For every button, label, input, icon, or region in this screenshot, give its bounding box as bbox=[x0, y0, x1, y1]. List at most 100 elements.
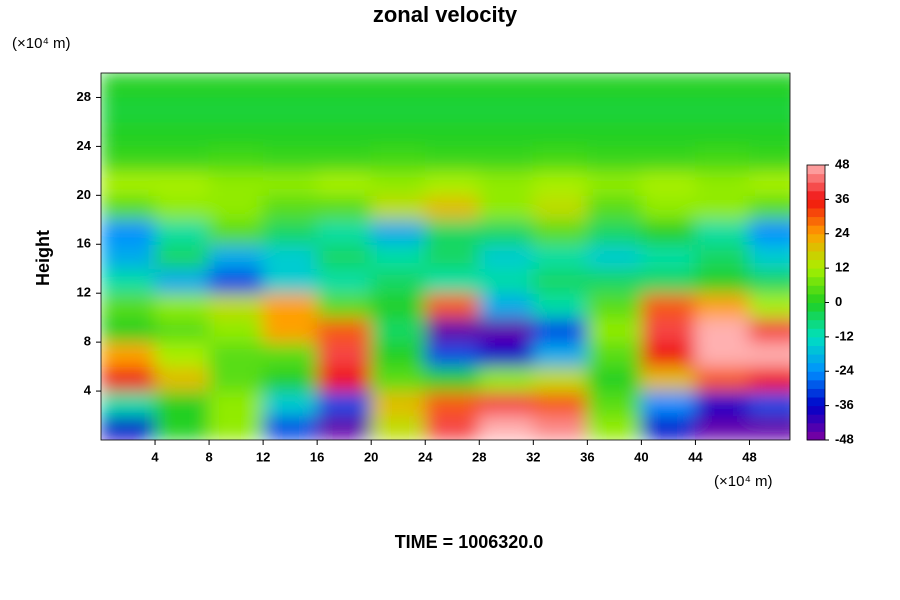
cell bbox=[262, 415, 318, 440]
cell bbox=[586, 73, 642, 98]
cell bbox=[586, 121, 642, 147]
colorbar-band bbox=[807, 250, 825, 261]
cell bbox=[748, 317, 790, 343]
colorbar-band bbox=[807, 397, 825, 407]
cell bbox=[478, 292, 534, 319]
cell bbox=[154, 390, 210, 417]
cell bbox=[424, 194, 480, 221]
cell bbox=[262, 121, 318, 147]
cell bbox=[208, 292, 264, 319]
cell bbox=[101, 341, 156, 368]
cell bbox=[370, 194, 426, 221]
cell bbox=[532, 170, 588, 196]
cell bbox=[101, 170, 156, 196]
y-tick-label: 20 bbox=[77, 187, 91, 202]
cell bbox=[586, 292, 642, 319]
x-tick-label: 36 bbox=[580, 449, 594, 464]
cell bbox=[478, 219, 534, 245]
cell bbox=[208, 390, 264, 417]
cell bbox=[640, 341, 696, 368]
cell bbox=[208, 243, 264, 270]
cell bbox=[316, 390, 372, 417]
y-tick-label: 8 bbox=[84, 334, 91, 349]
cell bbox=[694, 145, 750, 172]
x-tick-label: 8 bbox=[205, 449, 212, 464]
colorbar-band bbox=[807, 268, 825, 278]
cell bbox=[532, 390, 588, 417]
cell bbox=[532, 96, 588, 123]
cell bbox=[586, 96, 642, 123]
cell bbox=[478, 366, 534, 392]
cell bbox=[101, 390, 156, 417]
cell bbox=[154, 73, 210, 98]
y-axis-label: Height bbox=[33, 230, 53, 286]
cell bbox=[154, 219, 210, 245]
colorbar-band bbox=[807, 388, 825, 398]
colorbar-band bbox=[807, 319, 825, 329]
cell bbox=[694, 366, 750, 392]
cell bbox=[478, 194, 534, 221]
cell bbox=[586, 268, 642, 294]
cell bbox=[154, 292, 210, 319]
cell bbox=[316, 317, 372, 343]
colorbar-band bbox=[807, 302, 825, 312]
cell bbox=[101, 219, 156, 245]
cell bbox=[101, 292, 156, 319]
cell bbox=[694, 96, 750, 123]
cell bbox=[370, 243, 426, 270]
cell bbox=[424, 170, 480, 196]
cell bbox=[316, 341, 372, 368]
cell bbox=[262, 268, 318, 294]
cell bbox=[478, 170, 534, 196]
colorbar-band bbox=[807, 293, 825, 303]
cell bbox=[478, 390, 534, 417]
cell bbox=[586, 366, 642, 392]
cell bbox=[640, 73, 696, 98]
cell bbox=[532, 268, 588, 294]
colorbar-tick-label: 48 bbox=[835, 156, 849, 171]
cell bbox=[424, 73, 480, 98]
cell bbox=[316, 415, 372, 440]
cell bbox=[154, 243, 210, 270]
cell bbox=[424, 292, 480, 319]
colorbar-band bbox=[807, 165, 825, 175]
cell bbox=[532, 73, 588, 98]
cell bbox=[154, 96, 210, 123]
cell bbox=[640, 243, 696, 270]
cell bbox=[694, 292, 750, 319]
x-tick-label: 20 bbox=[364, 449, 378, 464]
cell bbox=[694, 121, 750, 147]
x-tick-label: 28 bbox=[472, 449, 486, 464]
cell bbox=[208, 121, 264, 147]
chart-title: zonal velocity bbox=[373, 2, 518, 27]
cell bbox=[208, 317, 264, 343]
colorbar-band bbox=[807, 431, 825, 441]
cell bbox=[640, 390, 696, 417]
colorbar-tick-label: -12 bbox=[835, 328, 854, 343]
cell bbox=[748, 145, 790, 172]
cell bbox=[262, 341, 318, 368]
cell bbox=[478, 73, 534, 98]
cell bbox=[262, 145, 318, 172]
colorbar-band bbox=[807, 173, 825, 183]
cell bbox=[748, 219, 790, 245]
cell bbox=[586, 194, 642, 221]
cell bbox=[694, 268, 750, 294]
colorbar-tick-label: -24 bbox=[835, 363, 855, 378]
field bbox=[101, 73, 790, 440]
cell bbox=[424, 121, 480, 147]
x-tick-label: 40 bbox=[634, 449, 648, 464]
cell bbox=[748, 73, 790, 98]
cell bbox=[532, 121, 588, 147]
y-tick-label: 4 bbox=[84, 383, 92, 398]
y-tick-label: 12 bbox=[77, 285, 91, 300]
colorbar-band bbox=[807, 190, 825, 200]
cell bbox=[424, 415, 480, 440]
cell bbox=[101, 194, 156, 221]
cell bbox=[316, 170, 372, 196]
colorbar-band bbox=[807, 405, 825, 415]
cell bbox=[101, 415, 156, 440]
colorbar-band bbox=[807, 379, 825, 389]
cell bbox=[640, 145, 696, 172]
cell bbox=[532, 341, 588, 368]
